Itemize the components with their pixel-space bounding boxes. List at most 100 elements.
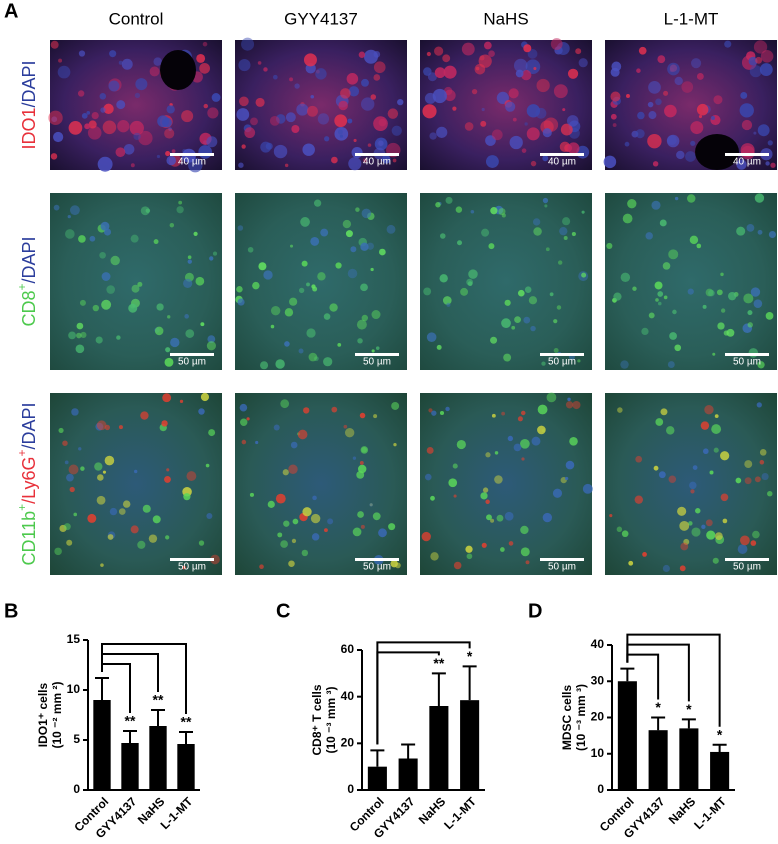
cell: [198, 540, 205, 546]
cell: [238, 59, 251, 72]
bar: [121, 743, 139, 790]
cell: [269, 115, 280, 126]
cell: [747, 310, 753, 316]
cell: [290, 441, 298, 449]
cell: [581, 210, 585, 214]
cell: [657, 301, 662, 306]
cell: [695, 508, 701, 514]
micrograph: 40 µm: [235, 37, 407, 171]
cell: [118, 508, 126, 515]
cell: [728, 291, 737, 301]
cell: [768, 230, 776, 239]
cell: [432, 88, 447, 104]
cell: [64, 460, 69, 465]
cell: [735, 477, 742, 484]
cell: [250, 117, 258, 126]
cell: [759, 63, 773, 76]
cell: [657, 55, 666, 64]
cell: [372, 512, 381, 521]
cell: [165, 347, 171, 353]
cell: [485, 135, 496, 146]
scale-bar: [170, 558, 214, 561]
cell: [110, 255, 120, 266]
cell: [288, 560, 295, 567]
cell: [436, 126, 448, 138]
cell: [205, 463, 210, 468]
cell: [164, 128, 175, 139]
cell: [348, 86, 360, 97]
cell: [57, 65, 71, 79]
error-bar: [95, 677, 109, 700]
cell: [445, 406, 450, 412]
cell: [356, 470, 365, 479]
cell: [767, 490, 773, 497]
cell: [200, 322, 205, 327]
cell: [373, 116, 388, 132]
cell: [468, 269, 478, 279]
cell: [754, 476, 761, 483]
row-label-part: /DAPI: [19, 236, 39, 283]
cell: [666, 426, 675, 435]
cell: [128, 303, 138, 313]
cell: [54, 547, 62, 556]
cell: [621, 530, 629, 538]
cell: [679, 565, 686, 572]
cell: [203, 103, 209, 109]
column-header: Control: [109, 9, 164, 28]
cell: [488, 50, 495, 58]
cell: [135, 78, 148, 91]
bar: [149, 726, 167, 790]
cell: [567, 68, 579, 79]
cell: [520, 547, 530, 557]
cell: [712, 352, 716, 356]
cell: [100, 563, 104, 567]
y-axis-unit: (10 ⁻³ mm ³): [574, 684, 588, 751]
cell: [370, 94, 377, 100]
cell: [736, 226, 746, 236]
cell: [121, 58, 133, 70]
cell: [624, 141, 630, 147]
cell: [239, 96, 249, 107]
scale-bar-label: 50 µm: [733, 357, 761, 368]
cell: [428, 408, 433, 413]
cell: [272, 74, 278, 80]
cell: [581, 272, 587, 278]
cell: [118, 425, 123, 430]
cell: [193, 231, 198, 236]
cell: [184, 314, 189, 319]
cell: [713, 447, 719, 453]
cell: [767, 140, 773, 146]
scale-bar-label: 50 µm: [178, 357, 206, 368]
cell: [360, 283, 368, 292]
cell: [378, 528, 387, 538]
cell: [613, 292, 622, 301]
cell: [537, 404, 548, 415]
cell: [542, 197, 549, 204]
cell: [443, 65, 457, 79]
cell: [241, 439, 247, 445]
cell: [381, 155, 391, 164]
cell: [549, 292, 554, 297]
cell: [367, 143, 372, 147]
cell: [567, 115, 579, 127]
cell: [164, 475, 171, 483]
cell: [575, 48, 582, 55]
micrograph: 50 µm: [50, 392, 222, 575]
micrograph: 50 µm: [420, 392, 593, 575]
cell: [373, 74, 381, 81]
cell: [542, 512, 552, 523]
x-tick-label: L-1-MT: [691, 794, 729, 832]
cell: [712, 557, 719, 564]
cell: [696, 103, 709, 116]
cell: [202, 41, 208, 47]
cell: [260, 361, 269, 370]
cell: [488, 243, 495, 250]
cell: [756, 402, 762, 408]
cell: [722, 518, 728, 524]
cell: [282, 469, 289, 476]
cell: [470, 209, 475, 214]
cell: [263, 67, 268, 72]
cell: [635, 455, 643, 463]
cell: [582, 483, 593, 494]
cell: [755, 56, 763, 64]
